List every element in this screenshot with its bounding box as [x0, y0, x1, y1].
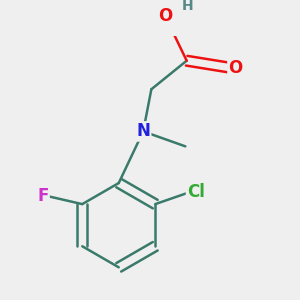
Text: F: F [37, 187, 49, 205]
Text: O: O [229, 58, 243, 76]
Text: N: N [136, 122, 150, 140]
Text: O: O [158, 7, 172, 25]
Text: H: H [182, 0, 194, 13]
Text: Cl: Cl [187, 183, 205, 201]
